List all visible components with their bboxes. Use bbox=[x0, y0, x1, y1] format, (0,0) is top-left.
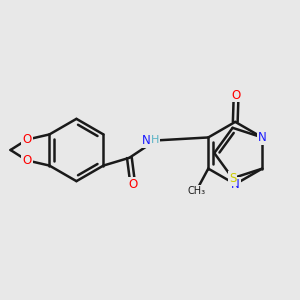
Text: N: N bbox=[258, 131, 267, 144]
Text: N: N bbox=[231, 178, 240, 191]
Text: O: O bbox=[22, 154, 32, 167]
Text: N: N bbox=[142, 134, 150, 147]
Text: O: O bbox=[22, 133, 32, 146]
Text: S: S bbox=[229, 172, 236, 185]
Text: CH₃: CH₃ bbox=[187, 186, 205, 196]
Text: O: O bbox=[232, 88, 241, 101]
Text: O: O bbox=[128, 178, 137, 191]
Text: H: H bbox=[151, 136, 160, 146]
